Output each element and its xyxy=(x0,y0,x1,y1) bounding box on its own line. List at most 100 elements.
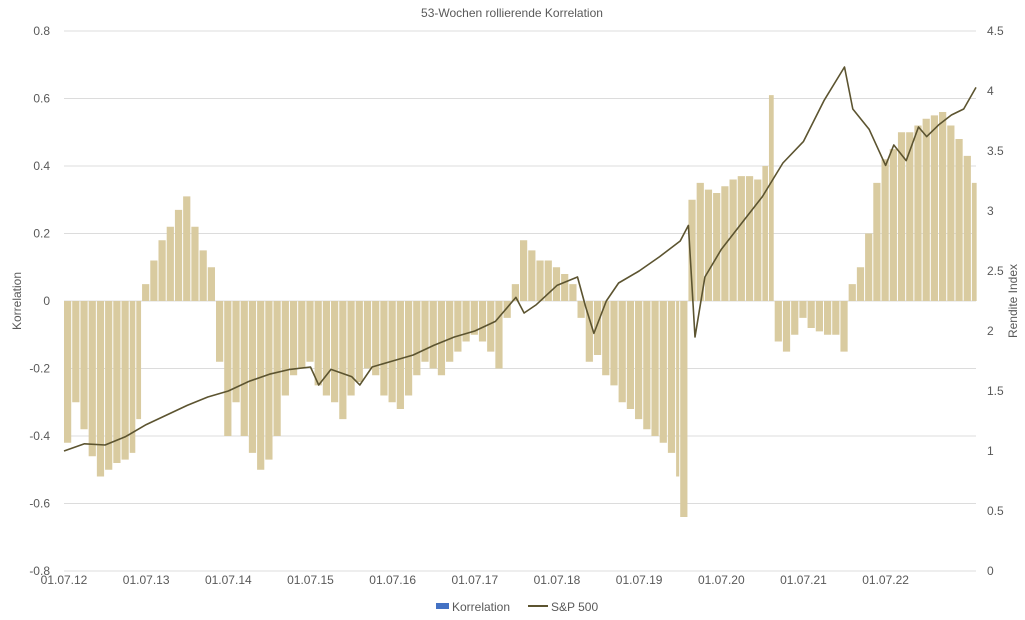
correlation-bar xyxy=(930,115,939,301)
correlation-bar xyxy=(906,132,914,301)
x-tick-label: 01.07.16 xyxy=(369,573,416,587)
correlation-bar xyxy=(64,301,72,443)
correlation-bar xyxy=(240,301,248,436)
correlation-bar xyxy=(96,301,105,477)
x-axis-ticks: 01.07.12 01.07.13 01.07.14 01.07.15 01.07.16… xyxy=(41,573,910,587)
correlation-bar xyxy=(536,260,544,301)
x-tick-label: 01.07.22 xyxy=(862,573,909,587)
correlation-bar xyxy=(610,301,618,386)
correlation-bar xyxy=(470,301,478,335)
correlation-bar xyxy=(388,301,396,403)
correlation-bar xyxy=(947,125,955,301)
correlation-bar xyxy=(331,301,339,403)
right-tick-label: 0 xyxy=(987,564,994,578)
correlation-bar xyxy=(339,301,347,420)
correlation-bar xyxy=(618,301,626,403)
right-tick-label: 1.5 xyxy=(987,384,1004,398)
correlation-bar xyxy=(265,301,273,460)
correlation-bar xyxy=(495,301,503,369)
x-tick-label: 01.07.17 xyxy=(451,573,498,587)
correlation-bar xyxy=(585,301,593,362)
correlation-bar xyxy=(889,149,897,301)
correlation-bar xyxy=(791,301,799,335)
sp500-line-group xyxy=(63,66,977,452)
correlation-bar xyxy=(561,274,569,301)
correlation-bar xyxy=(840,301,848,352)
x-tick-label: 01.07.12 xyxy=(41,573,88,587)
correlation-bar xyxy=(105,301,113,470)
correlation-bar xyxy=(688,199,696,301)
correlation-bar xyxy=(704,189,713,301)
correlation-bar xyxy=(955,139,963,301)
x-tick-label: 01.07.20 xyxy=(698,573,745,587)
correlation-bar xyxy=(528,250,536,301)
right-tick-label: 3 xyxy=(987,204,994,218)
correlation-bar xyxy=(224,301,232,436)
correlation-bar xyxy=(289,301,298,376)
correlation-bar xyxy=(914,125,922,301)
correlation-bar xyxy=(80,301,88,430)
correlation-bar xyxy=(372,301,380,376)
correlation-bar xyxy=(478,301,487,342)
legend-label-sp500: S&P 500 xyxy=(551,600,598,614)
legend-label-korrelation: Korrelation xyxy=(452,600,510,614)
legend: Korrelation S&P 500 xyxy=(436,600,598,614)
correlation-bar xyxy=(873,182,881,301)
correlation-bar xyxy=(971,182,977,301)
correlation-bar xyxy=(774,301,782,342)
correlation-bar xyxy=(807,301,815,328)
correlation-bar xyxy=(754,179,762,301)
right-tick-label: 2 xyxy=(987,324,994,338)
correlation-bar xyxy=(257,301,265,470)
correlation-bar xyxy=(745,176,754,301)
left-tick-label: 0.4 xyxy=(33,159,50,173)
x-tick-label: 01.07.14 xyxy=(205,573,252,587)
correlation-bar xyxy=(72,301,80,403)
correlation-bar xyxy=(635,301,643,420)
right-tick-label: 4.5 xyxy=(987,24,1004,38)
correlation-bar xyxy=(281,301,289,396)
correlation-bar xyxy=(380,301,388,396)
correlation-bar xyxy=(963,155,971,301)
left-tick-label: 0.2 xyxy=(33,227,50,241)
correlation-bar xyxy=(680,301,688,517)
left-tick-label: 0 xyxy=(43,294,50,308)
correlation-bar xyxy=(577,301,585,318)
correlation-bar xyxy=(856,267,865,301)
right-tick-label: 1 xyxy=(987,444,994,458)
correlation-bar xyxy=(667,301,676,453)
correlation-bar xyxy=(314,301,322,386)
correlation-bar xyxy=(782,301,791,352)
x-tick-label: 01.07.15 xyxy=(287,573,334,587)
correlation-bar xyxy=(113,301,121,463)
correlation-bar xyxy=(183,196,191,301)
left-tick-label: -0.4 xyxy=(29,429,50,443)
left-tick-label: 0.6 xyxy=(33,92,50,106)
correlation-bar xyxy=(676,301,680,477)
correlation-bars xyxy=(64,95,977,517)
correlation-bar xyxy=(922,118,930,301)
correlation-bar xyxy=(446,301,454,362)
correlation-bar xyxy=(939,112,947,301)
right-tick-label: 4 xyxy=(987,84,994,98)
correlation-bar xyxy=(142,284,150,301)
correlation-bar xyxy=(569,284,577,301)
correlation-bar xyxy=(503,301,511,318)
correlation-bar xyxy=(602,301,610,376)
correlation-bar xyxy=(121,301,129,460)
correlation-bar xyxy=(396,301,404,409)
correlation-bar xyxy=(626,301,635,409)
correlation-bar xyxy=(462,301,470,342)
correlation-bar xyxy=(832,301,840,335)
sp500-line xyxy=(63,66,977,452)
correlation-bar xyxy=(207,267,215,301)
correlation-bar xyxy=(404,301,413,396)
correlation-bar xyxy=(158,240,166,301)
correlation-bar xyxy=(166,226,174,301)
correlation-bar xyxy=(865,233,873,301)
correlation-bar xyxy=(487,301,495,352)
correlation-bar xyxy=(593,301,602,355)
correlation-bar xyxy=(363,301,372,369)
correlation-bar xyxy=(150,260,158,301)
